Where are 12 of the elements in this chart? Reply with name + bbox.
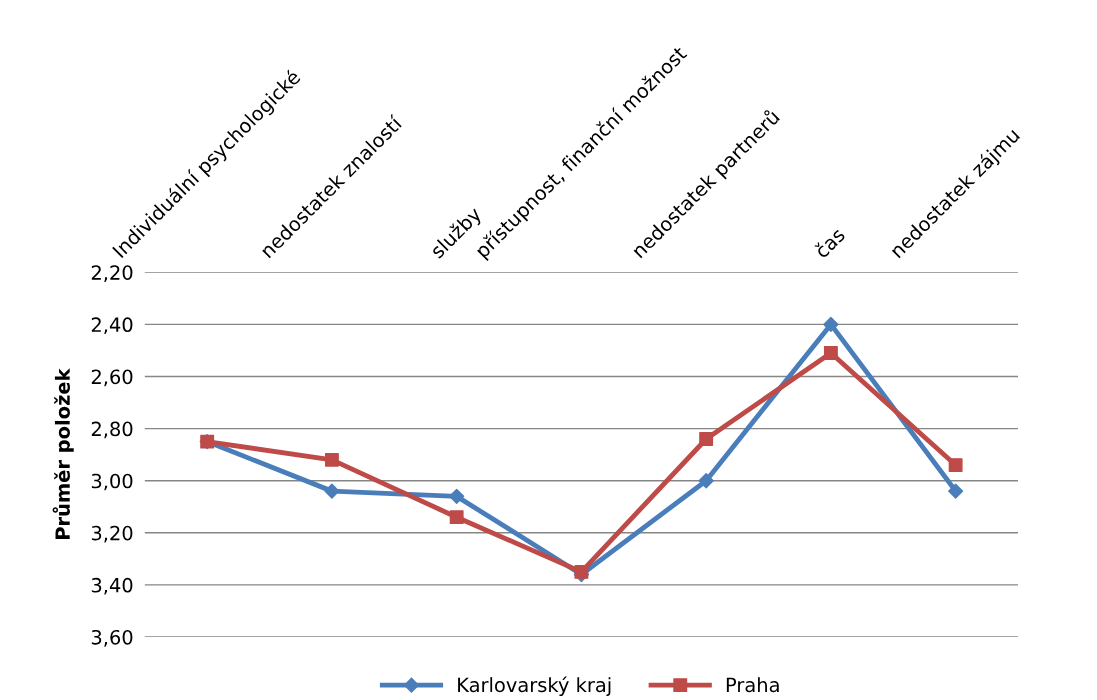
y-axis-title: Průměr položek xyxy=(52,368,74,539)
y-tick-label: 3,20 xyxy=(91,525,133,543)
y-tick-label: 2,60 xyxy=(91,369,133,387)
y-tick-label: 2,20 xyxy=(91,265,133,282)
y-tick-label: 3,40 xyxy=(91,577,133,595)
y-tick-label: 2,40 xyxy=(91,317,133,335)
y-tick-label: 3,60 xyxy=(91,629,133,647)
legend-label: Karlovarský kraj xyxy=(458,676,611,696)
y-tick-label: 3,00 xyxy=(91,473,133,491)
x-tick-label: čas xyxy=(812,225,846,259)
legend-label: Praha xyxy=(726,677,779,693)
y-tick-label: 2,80 xyxy=(91,421,133,439)
